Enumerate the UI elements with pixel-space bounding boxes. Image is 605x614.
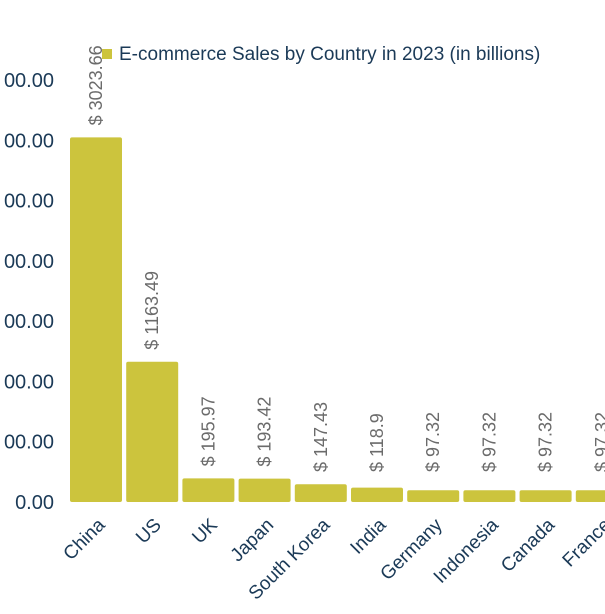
bars bbox=[70, 137, 605, 503]
data-label: $ 195.97 bbox=[198, 396, 218, 466]
x-tick-label: Canada bbox=[497, 514, 559, 576]
bar bbox=[575, 490, 605, 502]
x-tick-label: China bbox=[60, 514, 110, 564]
data-label: $ 97.32 bbox=[423, 412, 443, 472]
bar bbox=[70, 137, 122, 503]
bar bbox=[519, 490, 572, 502]
bar bbox=[351, 487, 403, 502]
y-axis: 0.00 00.00 00.00 00.00 00.00 00.00 00.00 00.00 bbox=[4, 70, 54, 514]
bar bbox=[182, 478, 235, 502]
x-tick-label: Japan bbox=[227, 515, 278, 566]
bar bbox=[238, 478, 291, 502]
data-label: $ 97.32 bbox=[536, 412, 556, 472]
data-label: $ 3023.66 bbox=[86, 45, 106, 125]
data-label: $ 193.42 bbox=[255, 397, 275, 467]
x-tick-label: UK bbox=[188, 514, 222, 548]
bar bbox=[463, 490, 516, 502]
y-tick-label: 00.00 bbox=[4, 130, 54, 152]
y-tick-label: 00.00 bbox=[4, 311, 54, 333]
y-tick-label: 00.00 bbox=[4, 432, 54, 454]
data-label: $ 1163.49 bbox=[142, 271, 162, 350]
bar bbox=[407, 490, 460, 502]
y-tick-label: 00.00 bbox=[4, 191, 54, 213]
data-label: $ 97.32 bbox=[592, 412, 605, 472]
bar bbox=[294, 484, 347, 502]
legend: E-commerce Sales by Country in 2023 (in … bbox=[102, 44, 540, 65]
y-tick-label: 00.00 bbox=[4, 371, 54, 393]
bar bbox=[126, 361, 179, 502]
x-tick-label: US bbox=[132, 515, 166, 549]
y-tick-label: 00.00 bbox=[4, 70, 54, 92]
data-label: $ 118.9 bbox=[367, 413, 387, 472]
data-label: $ 147.43 bbox=[311, 402, 331, 472]
data-labels: $ 3023.66 $ 1163.49 $ 195.97 $ 193.42 $ 147.… bbox=[86, 45, 605, 472]
x-tick-label: France bbox=[559, 515, 605, 572]
y-tick-label: 00.00 bbox=[4, 251, 54, 273]
legend-swatch bbox=[102, 49, 112, 59]
data-label: $ 97.32 bbox=[479, 412, 499, 472]
x-tick-label: India bbox=[347, 514, 391, 558]
legend-label: E-commerce Sales by Country in 2023 (in … bbox=[119, 44, 540, 65]
y-tick-label: 0.00 bbox=[15, 492, 54, 514]
